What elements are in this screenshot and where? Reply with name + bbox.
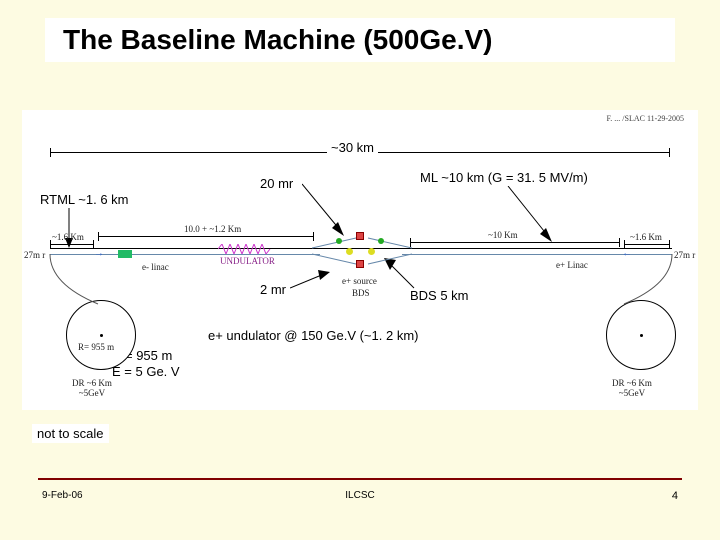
twenty-mr-label: 20 mr xyxy=(260,176,293,191)
eplus-undulator-label: e+ undulator @ 150 Ge.V (~1. 2 km) xyxy=(208,328,418,343)
page-title: The Baseline Machine (500Ge.V) xyxy=(45,18,675,62)
footer-center: ILCSC xyxy=(0,490,720,501)
ten-km-r-span xyxy=(410,242,620,243)
ten-plus-label: 10.0 + ~1.2 Km xyxy=(184,224,241,234)
eplus-linac-label: e+ Linac xyxy=(556,260,588,270)
footer-divider xyxy=(38,478,682,480)
left-len-label: ~1.6 Km xyxy=(52,232,84,242)
ip-lower-marker xyxy=(356,260,364,268)
ten-plus-span xyxy=(98,236,314,237)
bds-mid-label: BDS xyxy=(352,288,370,298)
ip-yellow-r xyxy=(368,248,375,255)
left-ring-r: R= 955 m xyxy=(78,342,114,352)
diagram-panel: F. ... /SLAC 11-29-2005 ~30 km RTML ~1. … xyxy=(22,110,698,410)
left-len-span xyxy=(50,244,94,245)
right-len-span xyxy=(624,244,670,245)
ip-upper-marker xyxy=(356,232,364,240)
ip-green-1 xyxy=(336,238,342,244)
undulator-label: UNDULATOR xyxy=(220,256,275,266)
right-dr-label: DR ~6 Km ~5GeV xyxy=(612,378,652,398)
span-30km-label: ~30 km xyxy=(327,140,378,155)
undulator-icon xyxy=(218,244,272,254)
left-ring-connector xyxy=(48,254,108,314)
eminus-source-box xyxy=(118,250,132,258)
right-len-label: ~1.6 Km xyxy=(630,232,662,242)
credit-text: F. ... /SLAC 11-29-2005 xyxy=(606,114,684,123)
left-ring-center xyxy=(100,334,103,337)
bds-label: BDS 5 km xyxy=(410,288,469,303)
ml-label: ML ~10 km (G = 31. 5 MV/m) xyxy=(420,170,588,185)
eminus-linac-label: e- linac xyxy=(142,262,169,272)
left-edge-label: 27m r xyxy=(24,250,45,260)
rtml-label: RTML ~1. 6 km xyxy=(40,192,129,207)
eplus-source-label: e+ source xyxy=(342,276,377,286)
footer-page-number: 4 xyxy=(672,490,678,502)
rtml-arrow xyxy=(62,208,76,248)
not-to-scale-note: not to scale xyxy=(32,424,109,443)
left-dr-label: DR ~6 Km ~5GeV xyxy=(72,378,112,398)
right-ring-connector xyxy=(618,254,678,314)
two-mr-label: 2 mr xyxy=(260,282,286,297)
ip-yellow-l xyxy=(346,248,353,255)
ten-km-r-label: ~10 Km xyxy=(488,230,518,240)
ip-green-2 xyxy=(378,238,384,244)
right-ring-center xyxy=(640,334,643,337)
